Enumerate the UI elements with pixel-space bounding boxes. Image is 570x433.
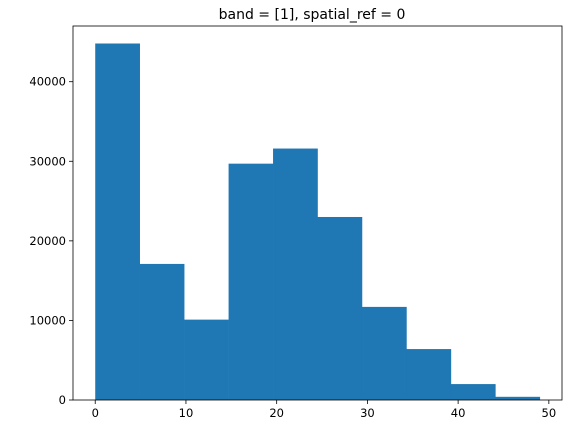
x-tick-label-3: 30 — [360, 406, 375, 420]
histogram-bar-0 — [95, 43, 140, 401]
y-tick-label-1: 10000 — [29, 313, 66, 327]
x-tick-label-5: 50 — [542, 406, 557, 420]
histogram-bar-1 — [139, 263, 185, 400]
plot-frame — [72, 25, 563, 401]
y-axis: 0 10000 20000 30000 40000 — [29, 75, 73, 407]
histogram-bar-7 — [406, 349, 452, 400]
histogram-bar-2 — [184, 319, 229, 400]
x-tick-label-0: 0 — [92, 406, 99, 420]
y-tick-label-4: 40000 — [29, 75, 66, 89]
histogram-bar-9 — [495, 396, 541, 400]
x-tick-label-2: 20 — [269, 406, 284, 420]
y-tick-label-0: 0 — [59, 393, 66, 407]
histogram-bar-5 — [317, 216, 363, 400]
y-tick-label-2: 20000 — [29, 234, 66, 248]
bars-group — [95, 43, 541, 401]
histogram-bar-3 — [228, 163, 274, 400]
y-tick-label-3: 30000 — [29, 154, 66, 168]
x-tick-label-1: 10 — [179, 406, 194, 420]
histogram-bar-6 — [361, 306, 407, 400]
histogram-bar-4 — [273, 148, 318, 400]
x-tick-label-4: 40 — [451, 406, 466, 420]
x-axis: 0 10 20 30 40 50 — [92, 400, 557, 420]
histogram-bar-8 — [450, 384, 496, 400]
chart-title: band = [1], spatial_ref = 0 — [219, 7, 406, 23]
